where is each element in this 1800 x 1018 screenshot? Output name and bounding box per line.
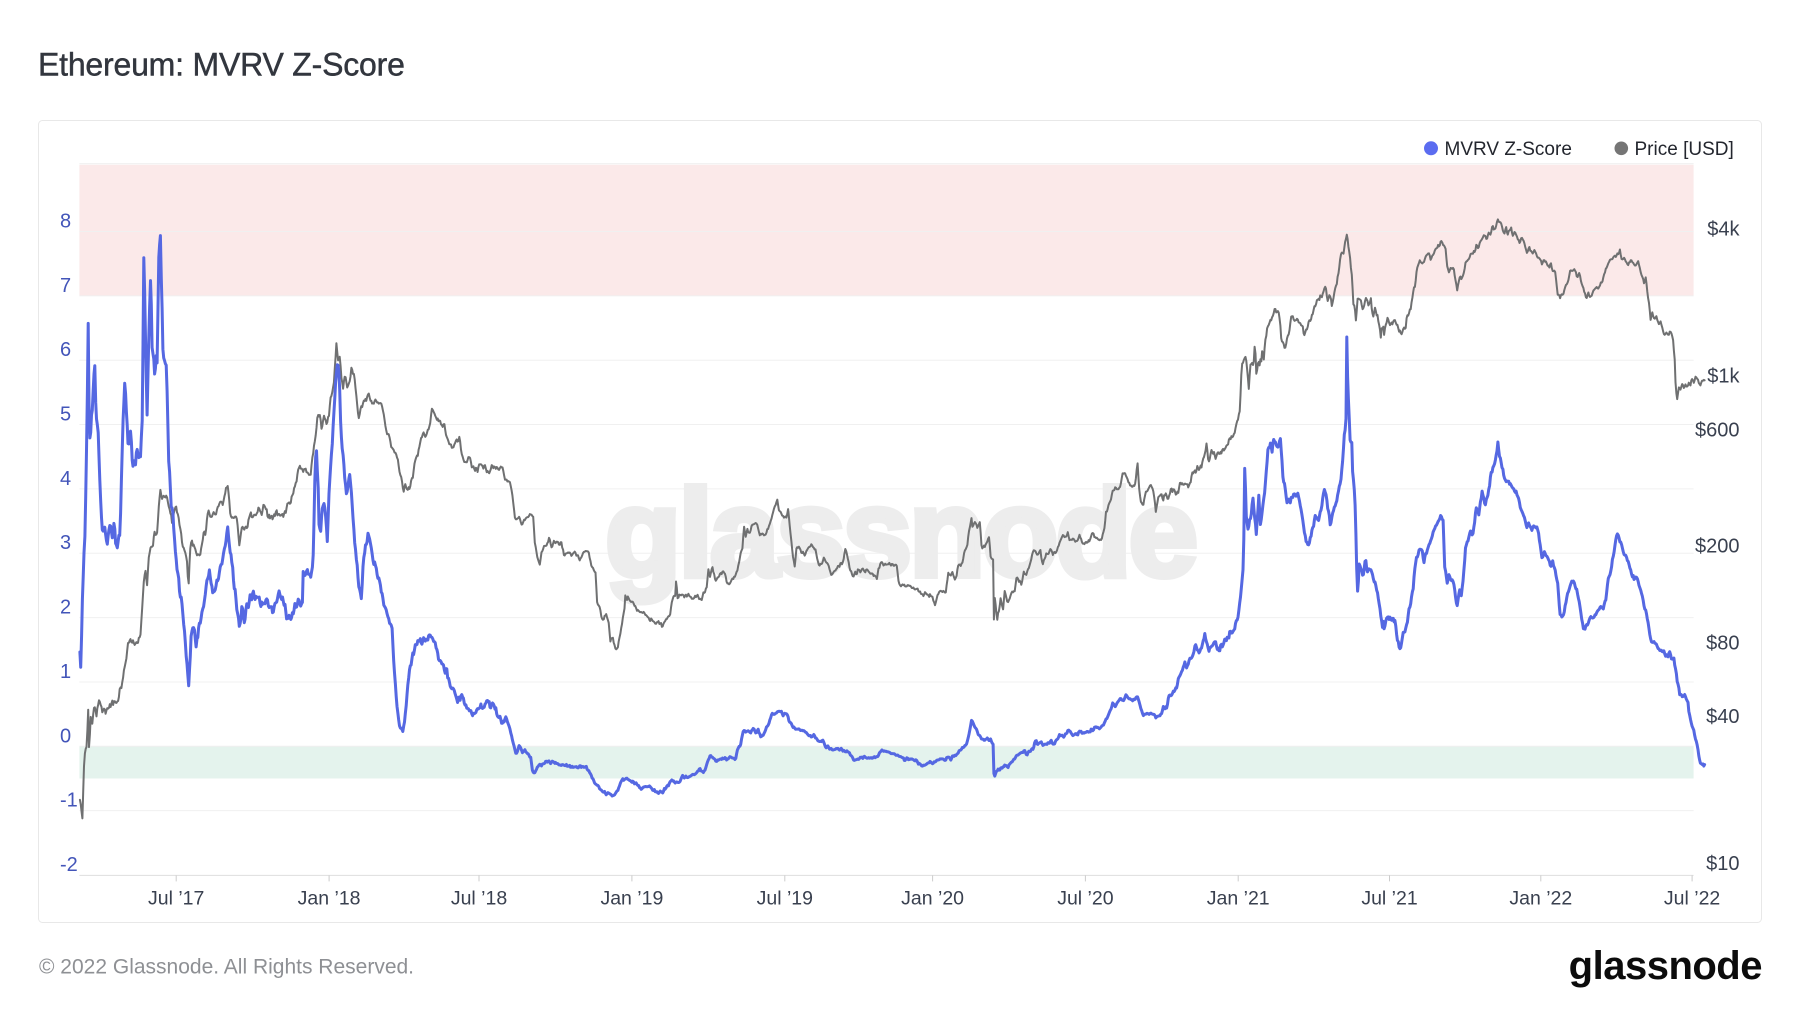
svg-text:7: 7 — [60, 275, 71, 297]
svg-text:Ethereum: MVRV Z-Score: Ethereum: MVRV Z-Score — [38, 47, 405, 83]
svg-text:© 2022 Glassnode. All Rights R: © 2022 Glassnode. All Rights Reserved. — [39, 956, 414, 979]
svg-text:$80: $80 — [1706, 633, 1739, 655]
svg-text:6: 6 — [60, 339, 71, 361]
svg-text:$10: $10 — [1706, 853, 1739, 875]
svg-text:-1: -1 — [60, 790, 78, 812]
svg-text:$40: $40 — [1706, 706, 1739, 728]
svg-text:0: 0 — [60, 725, 71, 747]
svg-text:Price [USD]: Price [USD] — [1635, 139, 1734, 160]
svg-text:Jan ’22: Jan ’22 — [1509, 888, 1572, 910]
svg-text:3: 3 — [60, 532, 71, 554]
svg-text:Jan ’19: Jan ’19 — [600, 888, 663, 910]
svg-text:glassnode: glassnode — [1569, 944, 1762, 988]
svg-text:8: 8 — [60, 211, 71, 233]
svg-text:Jan ’18: Jan ’18 — [298, 888, 361, 910]
svg-text:-2: -2 — [60, 854, 78, 876]
svg-text:4: 4 — [60, 468, 71, 490]
svg-text:Jan ’20: Jan ’20 — [901, 888, 964, 910]
svg-text:5: 5 — [60, 404, 71, 426]
svg-text:$600: $600 — [1695, 420, 1740, 442]
svg-text:Jul ’20: Jul ’20 — [1057, 888, 1114, 910]
svg-text:$4k: $4k — [1707, 219, 1740, 241]
svg-text:$1k: $1k — [1707, 365, 1740, 387]
svg-text:Jul ’19: Jul ’19 — [757, 888, 813, 910]
svg-text:$200: $200 — [1695, 536, 1740, 558]
svg-text:glassnode: glassnode — [605, 465, 1195, 603]
svg-text:Jul ’18: Jul ’18 — [451, 888, 507, 910]
svg-text:Jul ’21: Jul ’21 — [1361, 888, 1417, 910]
svg-text:Jul ’22: Jul ’22 — [1664, 888, 1720, 910]
svg-text:MVRV Z-Score: MVRV Z-Score — [1445, 139, 1572, 160]
svg-text:Jul ’17: Jul ’17 — [148, 888, 204, 910]
svg-text:1: 1 — [60, 661, 71, 683]
svg-text:Jan ’21: Jan ’21 — [1207, 888, 1270, 910]
svg-text:2: 2 — [60, 597, 71, 619]
